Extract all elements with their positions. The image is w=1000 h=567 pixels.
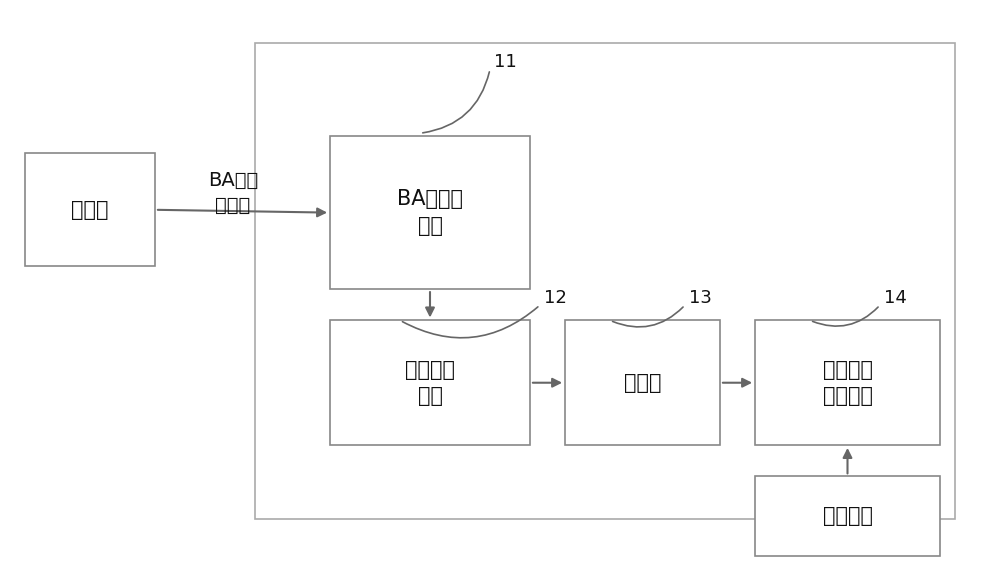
FancyBboxPatch shape [330,136,530,289]
Text: 接收端: 接收端 [71,200,109,220]
Text: 12: 12 [544,289,566,307]
Text: BA帧分析
电路: BA帧分析 电路 [397,189,463,236]
Text: 主存储区: 主存储区 [822,506,872,526]
Text: 系统内存
读取模块: 系统内存 读取模块 [822,359,872,406]
Text: 重传聚合
电路: 重传聚合 电路 [405,359,455,406]
FancyBboxPatch shape [755,320,940,445]
Text: 寄存器: 寄存器 [624,373,661,393]
Text: 11: 11 [494,53,516,71]
FancyBboxPatch shape [755,476,940,556]
Text: BA帧接
收通路: BA帧接 收通路 [208,171,258,215]
Text: 14: 14 [884,289,906,307]
FancyBboxPatch shape [25,153,155,266]
FancyBboxPatch shape [565,320,720,445]
FancyBboxPatch shape [255,43,955,519]
Text: 13: 13 [689,289,711,307]
FancyBboxPatch shape [330,320,530,445]
